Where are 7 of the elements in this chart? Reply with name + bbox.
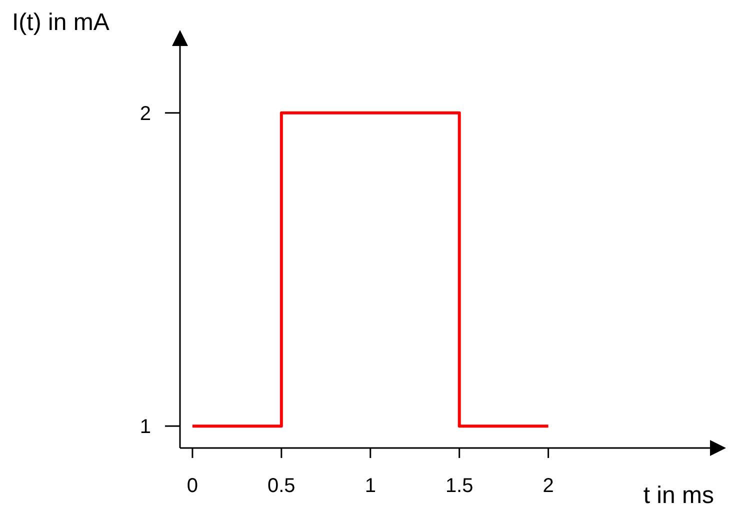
x-tick-label: 0.5	[268, 475, 296, 498]
x-tick-label: 0	[186, 475, 198, 498]
x-tick-label: 2	[542, 475, 554, 498]
y-axis-title: I(t) in mA	[12, 9, 110, 36]
x-tick-label: 1.5	[445, 475, 474, 498]
x-tick-label: 1	[364, 475, 376, 498]
x-axis-title: t in ms	[643, 482, 714, 509]
